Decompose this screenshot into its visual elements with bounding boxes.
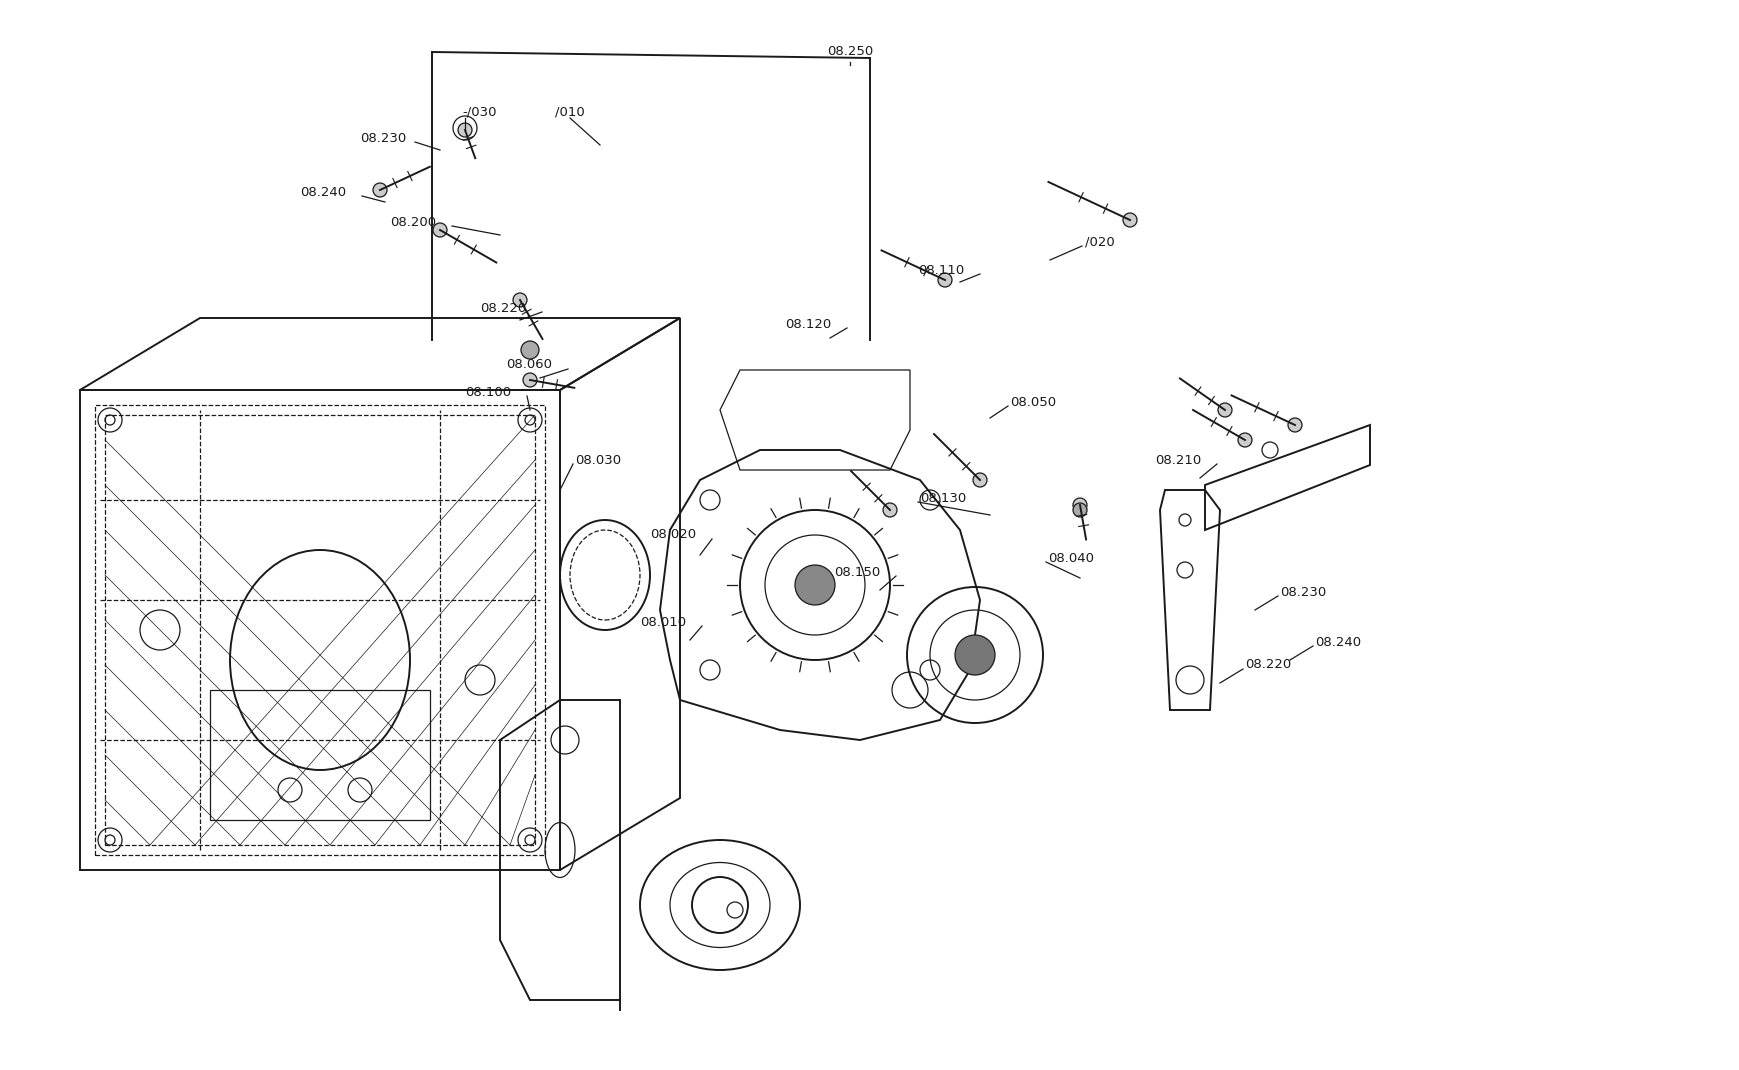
Circle shape [882,503,897,517]
Circle shape [937,273,951,287]
Circle shape [1073,498,1087,513]
Text: 08.130: 08.130 [920,491,965,504]
Circle shape [513,293,527,307]
Circle shape [1122,213,1136,227]
Text: 08.100: 08.100 [464,385,511,398]
Circle shape [457,123,471,137]
Text: 08.120: 08.120 [784,318,831,331]
Circle shape [1217,403,1231,417]
Circle shape [523,373,537,387]
Text: 08.110: 08.110 [918,263,963,276]
Text: 08.010: 08.010 [640,615,685,628]
Text: 08.050: 08.050 [1009,396,1056,409]
Text: 08.150: 08.150 [833,566,880,579]
Text: 08.200: 08.200 [390,215,436,229]
Text: /020: /020 [1085,235,1115,248]
Circle shape [972,473,986,487]
Text: 08.250: 08.250 [826,45,873,58]
Circle shape [955,635,995,675]
Text: 08.220: 08.220 [1245,658,1290,672]
Text: /010: /010 [555,106,584,119]
Circle shape [1073,503,1087,517]
Text: 08.040: 08.040 [1047,551,1094,565]
Circle shape [372,183,386,197]
Circle shape [1236,433,1252,447]
Text: 08.240: 08.240 [299,185,346,199]
Bar [210,690,430,820]
Circle shape [795,565,835,605]
Circle shape [520,341,539,360]
Circle shape [433,223,447,236]
Text: 08.230: 08.230 [1280,585,1325,598]
Circle shape [1287,418,1301,432]
Text: 08.020: 08.020 [650,529,696,541]
Text: 08.220: 08.220 [480,302,525,315]
Text: 08.210: 08.210 [1155,454,1200,467]
Text: 08.030: 08.030 [574,454,621,467]
Text: 08.060: 08.060 [506,358,551,371]
Text: 08.230: 08.230 [360,132,405,144]
Text: 08.240: 08.240 [1315,636,1360,648]
Text: -/030: -/030 [463,106,496,119]
